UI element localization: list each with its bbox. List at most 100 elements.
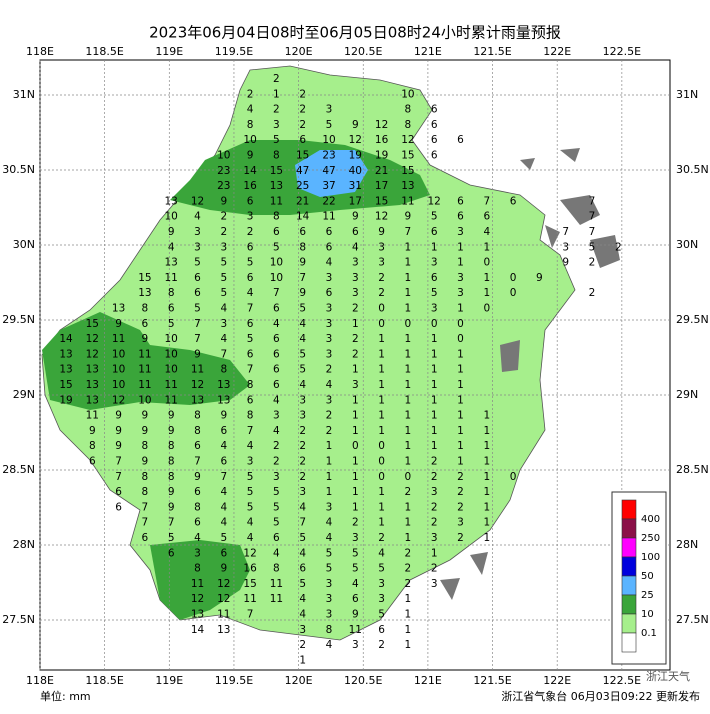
rain-value: 6 xyxy=(352,226,359,238)
rain-value: 5 xyxy=(352,547,359,559)
rain-value: 12 xyxy=(191,593,204,605)
rain-value: 6 xyxy=(457,195,464,207)
rain-value: 11 xyxy=(270,578,283,590)
rain-value: 2 xyxy=(352,348,359,360)
rain-value: 1 xyxy=(457,425,464,437)
rain-value: 6 xyxy=(326,226,333,238)
rain-value: 21 xyxy=(375,165,388,177)
lon-label-bottom: 118.5E xyxy=(85,674,123,687)
lon-label-bottom: 119E xyxy=(155,674,183,687)
rain-value: 11 xyxy=(165,379,178,391)
rain-value: 6 xyxy=(457,211,464,223)
rain-value: 6 xyxy=(168,303,175,315)
rain-value: 1 xyxy=(378,410,385,422)
rain-value: 9 xyxy=(89,425,96,437)
rain-value: 3 xyxy=(326,318,333,330)
rain-value: 4 xyxy=(352,241,359,253)
rain-value: 2 xyxy=(220,226,227,238)
rain-value: 2 xyxy=(457,471,464,483)
rain-value: 6 xyxy=(273,226,280,238)
rain-value: 7 xyxy=(247,425,254,437)
lon-label-bottom: 122E xyxy=(543,674,571,687)
rain-value: 1 xyxy=(483,517,490,529)
rain-value: 6 xyxy=(510,195,517,207)
rain-value: 5 xyxy=(299,532,306,544)
legend-swatch xyxy=(621,556,637,577)
rain-value: 13 xyxy=(112,303,125,315)
lat-label-left: 29N xyxy=(13,388,35,401)
rain-value: 1 xyxy=(326,471,333,483)
rain-value: 6 xyxy=(220,547,227,559)
rain-value: 8 xyxy=(194,410,201,422)
lon-label-bottom: 121.5E xyxy=(473,674,511,687)
rain-value: 1 xyxy=(326,456,333,468)
rain-value: 1 xyxy=(378,394,385,406)
rain-value: 6 xyxy=(299,134,306,146)
rain-value: 6 xyxy=(431,119,438,131)
rain-value: 8 xyxy=(89,440,96,452)
lat-label-left: 28N xyxy=(13,538,35,551)
rain-value: 6 xyxy=(168,547,175,559)
rain-value: 31 xyxy=(349,180,362,192)
rain-value: 17 xyxy=(375,180,388,192)
rain-value: 3 xyxy=(326,333,333,345)
lat-label-right: 28.5N xyxy=(676,463,709,476)
rain-value: 1 xyxy=(483,486,490,498)
rain-value: 11 xyxy=(138,348,151,360)
rain-value: 1 xyxy=(431,394,438,406)
rain-value: 9 xyxy=(142,333,149,345)
land xyxy=(41,65,576,641)
rain-value: 2 xyxy=(405,578,412,590)
lon-label-top: 122E xyxy=(543,45,571,58)
rain-value: 8 xyxy=(405,119,412,131)
rain-value: 1 xyxy=(378,364,385,376)
rain-value: 8 xyxy=(220,364,227,376)
watermark: 浙江天气 xyxy=(646,669,690,683)
rain-value: 1 xyxy=(352,471,359,483)
rain-value: 9 xyxy=(247,150,254,162)
rain-value: 1 xyxy=(483,425,490,437)
rain-value: 8 xyxy=(247,119,254,131)
rain-value: 1 xyxy=(352,486,359,498)
rain-value: 6 xyxy=(247,272,254,284)
rain-value: 3 xyxy=(299,410,306,422)
rain-value: 5 xyxy=(299,578,306,590)
rain-value: 1 xyxy=(273,88,280,100)
rain-value: 6 xyxy=(142,318,149,330)
rain-value: 6 xyxy=(457,134,464,146)
rain-value: 8 xyxy=(326,624,333,636)
rain-value: 23 xyxy=(217,180,230,192)
rain-value: 0 xyxy=(405,471,412,483)
rain-value: 4 xyxy=(273,318,280,330)
rain-value: 6 xyxy=(247,195,254,207)
rain-value: 1 xyxy=(405,517,412,529)
rain-value: 2 xyxy=(431,563,438,575)
rain-value: 7 xyxy=(589,226,596,238)
rain-value: 1 xyxy=(457,456,464,468)
rain-value: 2 xyxy=(326,410,333,422)
rain-value: 12 xyxy=(349,134,362,146)
rain-value: 7 xyxy=(405,226,412,238)
rain-value: 5 xyxy=(220,257,227,269)
rain-value: 5 xyxy=(326,563,333,575)
lon-label-top: 120E xyxy=(285,45,313,58)
rain-value: 4 xyxy=(220,486,227,498)
rain-value: 3 xyxy=(194,226,201,238)
rain-value: 6 xyxy=(326,287,333,299)
rain-value: 9 xyxy=(115,318,122,330)
lon-label-bottom: 118E xyxy=(26,674,54,687)
rain-value: 10 xyxy=(138,394,151,406)
rain-value: 21 xyxy=(296,195,309,207)
rain-value: 1 xyxy=(483,501,490,513)
rain-value: 1 xyxy=(457,303,464,315)
rain-value: 2 xyxy=(378,272,385,284)
rain-value: 19 xyxy=(375,150,388,162)
rain-value: 6 xyxy=(194,440,201,452)
rain-value: 3 xyxy=(326,593,333,605)
rain-value: 1 xyxy=(405,593,412,605)
rain-value: 0 xyxy=(510,471,517,483)
rain-value: 6 xyxy=(247,241,254,253)
legend-label: 10 xyxy=(641,609,654,620)
rain-value: 5 xyxy=(247,257,254,269)
rain-value: 9 xyxy=(194,348,201,360)
